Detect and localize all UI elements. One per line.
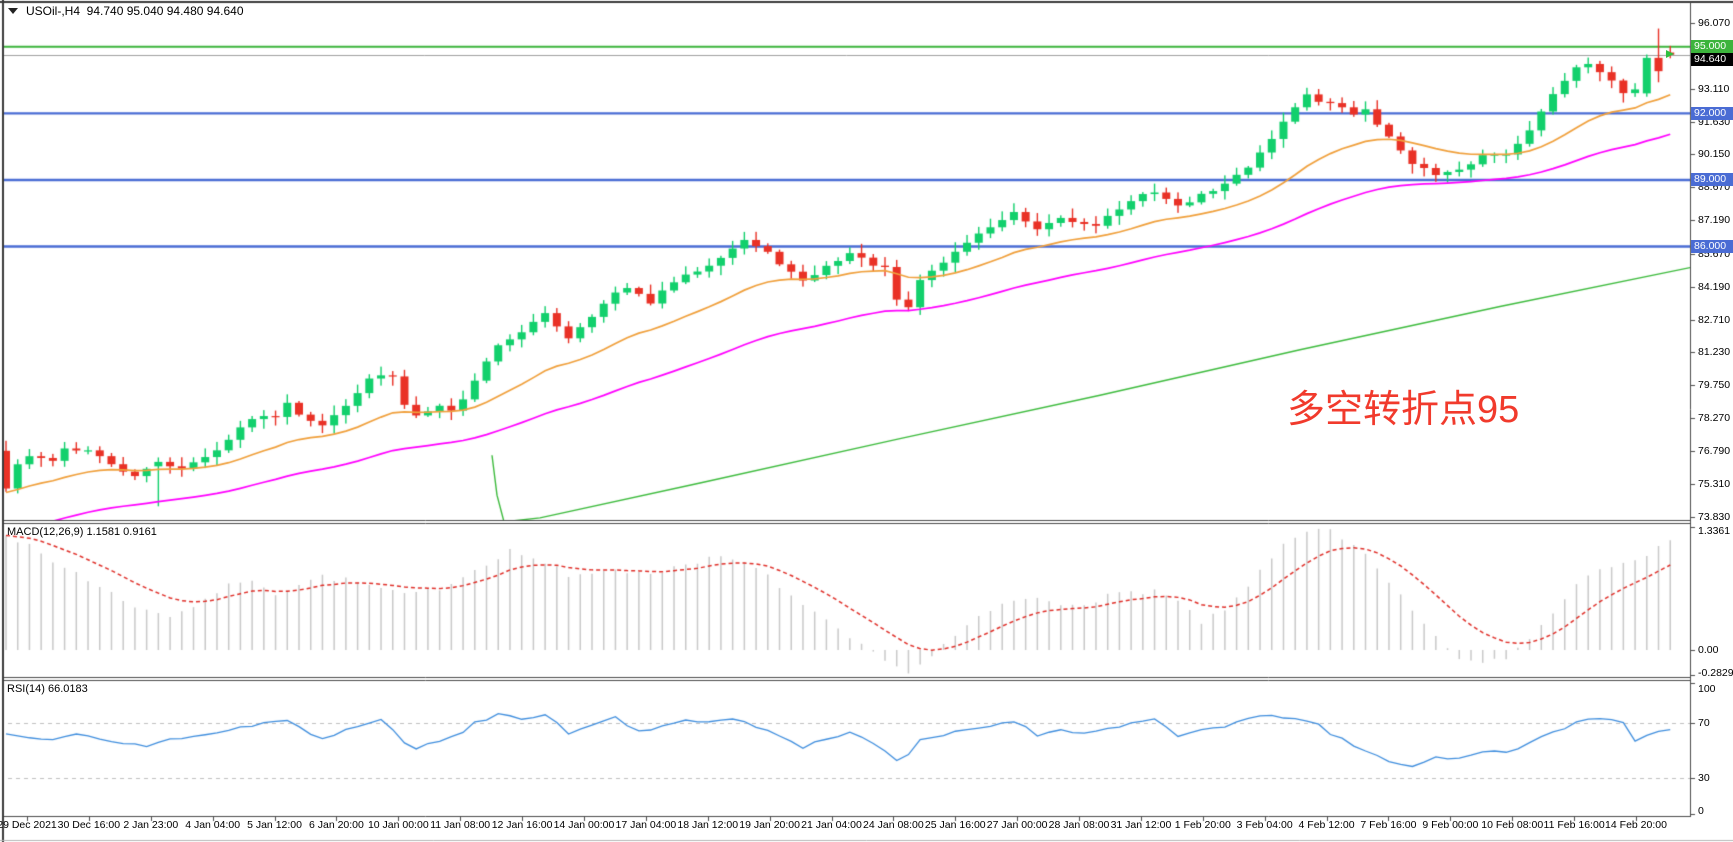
price-badge: 94.640 bbox=[1691, 53, 1733, 67]
time-tick-label: 14 Feb 20:00 bbox=[1605, 819, 1667, 831]
time-tick-label: 21 Jan 04:00 bbox=[801, 819, 862, 831]
macd-indicator-label: MACD(12,26,9) 1.1581 0.9161 bbox=[7, 526, 157, 538]
time-tick-label: 11 Feb 16:00 bbox=[1543, 819, 1605, 831]
annotation-text: 多空转折点95 bbox=[1287, 389, 1520, 431]
time-tick-label: 27 Jan 00:00 bbox=[986, 819, 1048, 831]
time-tick-label: 17 Jan 04:00 bbox=[615, 819, 677, 831]
time-tick-label: 25 Jan 16:00 bbox=[924, 819, 986, 831]
price-tick-label: 75.310 bbox=[1698, 477, 1731, 490]
price-tick-label: 93.110 bbox=[1698, 82, 1730, 95]
time-tick-label: 2 Jan 23:00 bbox=[123, 819, 179, 831]
main-chart-panel[interactable] bbox=[4, 3, 1690, 520]
price-badge: 86.000 bbox=[1691, 240, 1733, 254]
time-tick-label: 19 Jan 20:00 bbox=[739, 819, 800, 831]
time-tick-label: 29 Dec 2021 bbox=[0, 819, 57, 831]
macd-axis-label: -0.2829 bbox=[1698, 666, 1733, 679]
time-tick-label: 10 Feb 08:00 bbox=[1481, 819, 1544, 831]
time-tick-label: 4 Feb 12:00 bbox=[1298, 819, 1355, 831]
price-tick-label: 73.830 bbox=[1698, 510, 1731, 523]
time-tick-label: 6 Jan 20:00 bbox=[308, 819, 364, 831]
price-tick-label: 84.190 bbox=[1698, 280, 1731, 293]
time-tick-label: 9 Feb 00:00 bbox=[1422, 819, 1479, 831]
price-tick-label: 76.790 bbox=[1698, 445, 1731, 458]
price-tick-label: 82.710 bbox=[1698, 313, 1731, 326]
time-tick-label: 30 Dec 16:00 bbox=[57, 819, 121, 831]
time-tick-label: 28 Jan 08:00 bbox=[1048, 819, 1110, 831]
rsi-indicator-label: RSI(14) 66.0183 bbox=[7, 683, 88, 695]
time-tick-label: 7 Feb 16:00 bbox=[1360, 819, 1417, 831]
price-tick-label: 81.230 bbox=[1698, 346, 1731, 359]
time-tick-label: 12 Jan 16:00 bbox=[491, 819, 553, 831]
symbol-ohlc-text: USOil-,H4 94.740 95.040 94.480 94.640 bbox=[26, 4, 244, 18]
time-tick-label: 10 Jan 00:00 bbox=[367, 819, 429, 831]
quick-trade-dropdown-icon[interactable] bbox=[8, 8, 18, 14]
rsi-axis-label: 0 bbox=[1698, 805, 1704, 817]
price-badge: 92.000 bbox=[1691, 106, 1733, 120]
current-price-arrow-icon bbox=[1666, 50, 1674, 59]
price-tick-label: 87.190 bbox=[1698, 214, 1731, 227]
time-tick-label: 11 Jan 08:00 bbox=[430, 819, 491, 831]
time-tick-label: 3 Feb 04:00 bbox=[1236, 819, 1293, 831]
price-badge: 95.000 bbox=[1691, 40, 1733, 54]
time-tick-label: 4 Jan 04:00 bbox=[185, 819, 241, 831]
rsi-axis-label: 30 bbox=[1698, 772, 1710, 784]
time-tick-label: 31 Jan 12:00 bbox=[1110, 819, 1172, 831]
price-tick-label: 90.150 bbox=[1698, 148, 1731, 161]
time-tick-label: 18 Jan 12:00 bbox=[677, 819, 739, 831]
time-tick-label: 1 Feb 20:00 bbox=[1174, 819, 1231, 831]
rsi-panel[interactable] bbox=[4, 681, 1690, 816]
time-tick-label: 5 Jan 12:00 bbox=[247, 819, 302, 831]
macd-panel[interactable] bbox=[4, 524, 1690, 677]
symbol-header: USOil-,H4 94.740 95.040 94.480 94.640 bbox=[8, 4, 244, 18]
price-tick-label: 79.750 bbox=[1698, 379, 1731, 392]
macd-axis-label: 0.00 bbox=[1698, 644, 1719, 656]
price-badge: 89.000 bbox=[1691, 173, 1733, 187]
price-tick-label: 78.270 bbox=[1698, 412, 1731, 425]
price-tick-label: 96.070 bbox=[1698, 17, 1731, 29]
macd-axis-label: 1.3361 bbox=[1698, 524, 1731, 537]
rsi-axis-label: 100 bbox=[1698, 683, 1716, 695]
time-tick-label: 14 Jan 00:00 bbox=[553, 819, 615, 831]
time-tick-label: 24 Jan 08:00 bbox=[863, 819, 924, 831]
rsi-axis-label: 70 bbox=[1698, 717, 1710, 729]
